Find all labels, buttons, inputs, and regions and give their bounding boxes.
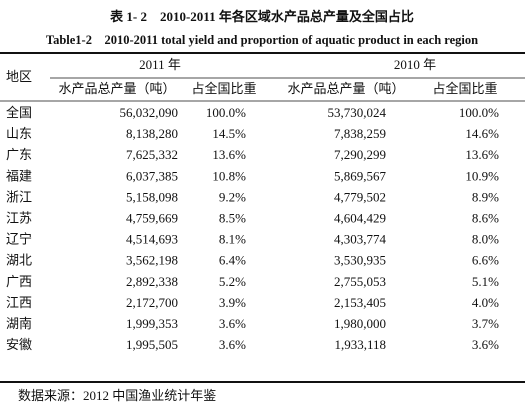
value-cell: 7,290,299 — [334, 147, 386, 162]
region-cell: 山东 — [6, 126, 32, 141]
value-cell: 6,037,385 — [126, 168, 178, 183]
value-cell: 100.0% — [206, 105, 246, 120]
value-cell: 6.6% — [472, 253, 499, 268]
column-header: 占全国比重 — [191, 81, 256, 96]
value-cell: 3.9% — [219, 295, 246, 310]
value-cell: 2,755,053 — [334, 274, 386, 289]
value-cell: 2,153,405 — [334, 295, 386, 310]
region-header: 地区 — [6, 69, 32, 84]
column-header: 水产品总产量（吨） — [58, 81, 175, 96]
value-cell: 6.4% — [219, 253, 246, 268]
value-cell: 8.5% — [219, 210, 246, 225]
value-cell: 8.6% — [472, 210, 499, 225]
value-cell: 14.6% — [465, 126, 499, 141]
value-cell: 13.6% — [212, 147, 246, 162]
value-cell: 4.0% — [472, 295, 499, 310]
value-cell: 100.0% — [459, 105, 499, 120]
value-cell: 3.7% — [472, 316, 499, 331]
column-header: 水产品总产量（吨） — [287, 81, 404, 96]
source: 数据来源：2012 中国渔业统计年鉴 — [18, 388, 216, 403]
value-cell: 2,892,338 — [126, 274, 178, 289]
value-cell: 3,562,198 — [126, 253, 178, 268]
value-cell: 13.6% — [465, 147, 499, 162]
value-cell: 5.2% — [219, 274, 246, 289]
region-cell: 福建 — [6, 168, 32, 183]
value-cell: 4,604,429 — [334, 210, 386, 225]
region-cell: 湖南 — [6, 316, 32, 331]
region-cell: 安徽 — [6, 337, 32, 352]
value-cell: 9.2% — [219, 189, 246, 204]
value-cell: 7,625,332 — [126, 147, 178, 162]
region-cell: 江西 — [6, 295, 32, 310]
value-cell: 4,303,774 — [334, 232, 387, 247]
value-cell: 1,995,505 — [126, 337, 178, 352]
value-cell: 4,779,502 — [334, 189, 386, 204]
value-cell: 4,514,693 — [126, 232, 178, 247]
value-cell: 3.6% — [219, 316, 246, 331]
year-header: 2011 年 — [139, 57, 181, 72]
value-cell: 5,158,098 — [126, 189, 178, 204]
year-header: 2010 年 — [394, 57, 436, 72]
value-cell: 2,172,700 — [126, 295, 178, 310]
region-cell: 湖北 — [6, 253, 32, 268]
region-cell: 广东 — [6, 147, 32, 162]
value-cell: 3.6% — [219, 337, 246, 352]
value-cell: 1,999,353 — [126, 316, 178, 331]
table-title: 表 1- 2 2010-2011 年各区域水产品总产量及全国占比 — [109, 9, 414, 24]
value-cell: 10.9% — [465, 168, 499, 183]
region-cell: 浙江 — [6, 189, 32, 204]
value-cell: 3.6% — [472, 337, 499, 352]
region-cell: 全国 — [6, 105, 32, 120]
value-cell: 8.1% — [219, 232, 246, 247]
value-cell: 1,933,118 — [334, 337, 386, 352]
value-cell: 53,730,024 — [328, 105, 387, 120]
value-cell: 3,530,935 — [334, 253, 386, 268]
value-cell: 8.9% — [472, 189, 499, 204]
region-cell: 广西 — [6, 274, 32, 289]
region-cell: 江苏 — [6, 210, 32, 225]
value-cell: 5,869,567 — [334, 168, 387, 183]
value-cell: 8,138,280 — [126, 126, 178, 141]
value-cell: 5.1% — [472, 274, 499, 289]
value-cell: 1,980,000 — [334, 316, 386, 331]
value-cell: 56,032,090 — [120, 105, 179, 120]
column-header: 占全国比重 — [432, 81, 497, 96]
value-cell: 7,838,259 — [334, 126, 386, 141]
value-cell: 4,759,669 — [126, 210, 178, 225]
value-cell: 8.0% — [472, 232, 499, 247]
region-cell: 辽宁 — [6, 232, 32, 247]
value-cell: 14.5% — [212, 126, 246, 141]
value-cell: 10.8% — [212, 168, 246, 183]
table-subtitle: Table1-2 2010-2011 total yield and propo… — [46, 33, 478, 47]
